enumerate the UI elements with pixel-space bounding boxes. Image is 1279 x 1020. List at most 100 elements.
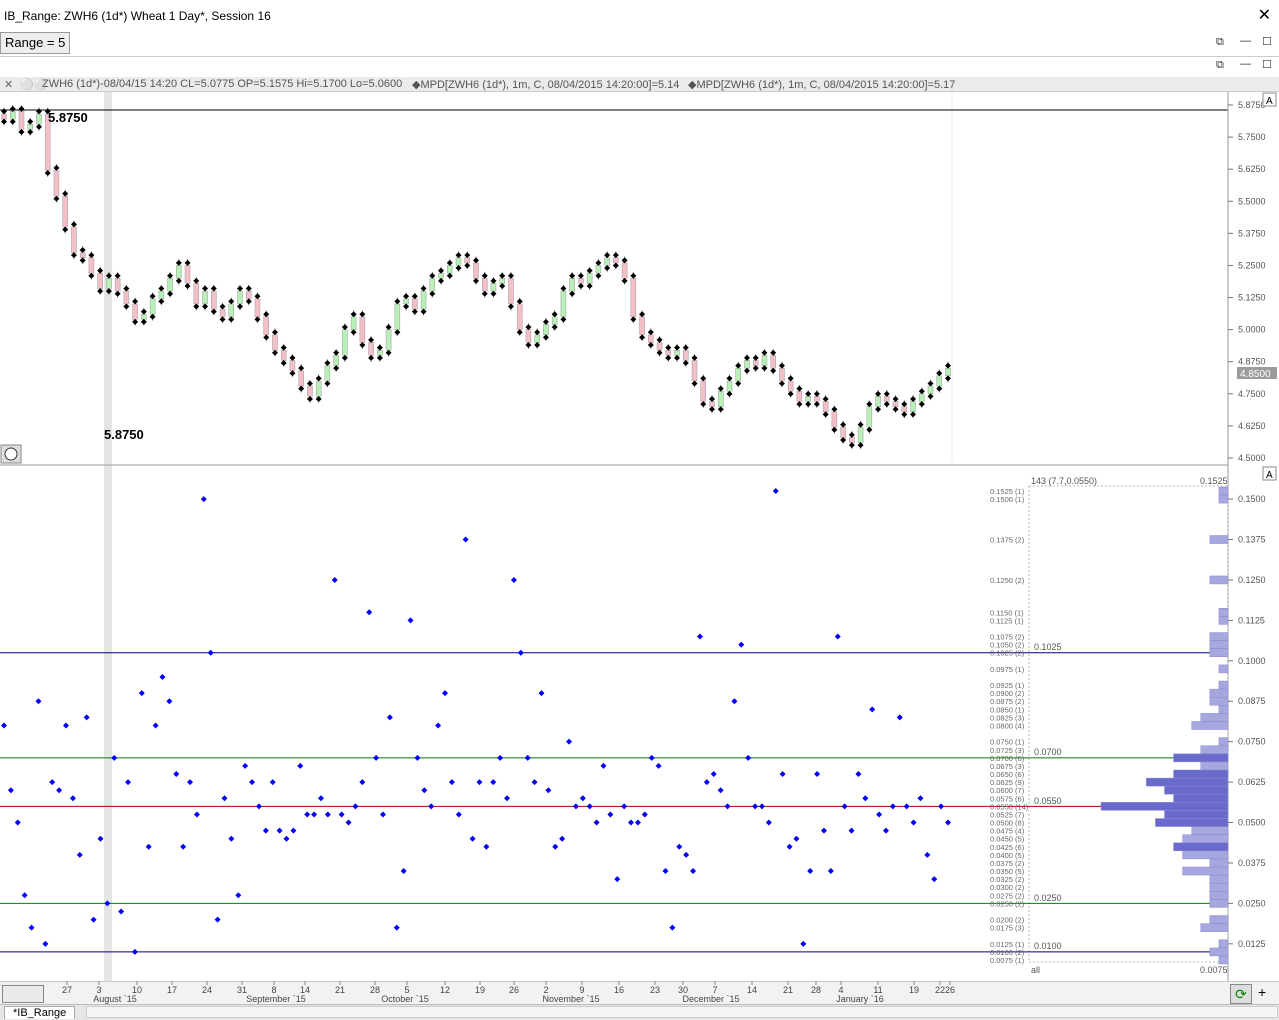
candle-body <box>665 349 672 356</box>
price-panel-button[interactable]: A <box>1266 96 1273 107</box>
histogram-label: 0.0125 (1) <box>990 940 1025 949</box>
range-point <box>710 771 717 778</box>
range-panel-button[interactable]: A <box>1266 470 1273 481</box>
range-point <box>180 843 187 850</box>
date-tick-label: 19 <box>909 985 919 995</box>
close-icon[interactable]: ✕ <box>1257 7 1271 24</box>
inner-maximize-icon[interactable]: ☐ <box>1262 59 1272 71</box>
mpd-marker <box>88 252 95 259</box>
mpd-marker <box>499 282 506 289</box>
histogram-bar <box>1200 923 1229 932</box>
candle-body <box>691 360 698 382</box>
maximize-icon[interactable]: ☐ <box>1262 36 1272 48</box>
histogram-bar <box>1209 899 1229 908</box>
candle-body <box>447 265 453 274</box>
mpd-marker <box>560 316 567 323</box>
mpd-marker <box>848 442 855 449</box>
mpd-marker <box>813 390 820 397</box>
minimize-icon[interactable]: — <box>1240 35 1251 47</box>
range-point <box>696 633 703 640</box>
range-point <box>945 819 951 826</box>
mpd-marker <box>53 164 60 171</box>
mpd-marker <box>298 365 305 372</box>
candle-body <box>88 257 95 274</box>
candle-body <box>298 370 304 387</box>
range-point <box>407 617 414 624</box>
candle-body <box>53 170 60 197</box>
range-tick-label: 0.0375 <box>1238 858 1266 868</box>
mpd-marker <box>735 380 742 387</box>
range-chart[interactable]: 0.1525 (1)0.1500 (1) 0.1375 (2) 0.1250 (2)… <box>0 466 1279 981</box>
histogram-bar <box>1182 850 1229 860</box>
range-tick-label: 0.0125 <box>1238 939 1266 949</box>
mpd-marker <box>368 336 375 343</box>
range-point <box>28 924 35 931</box>
candle-body <box>385 329 392 351</box>
histogram-label: 0.0725 (3) <box>990 746 1025 755</box>
tab-ib-range[interactable]: *IB_Range <box>4 1006 76 1019</box>
range-point <box>331 576 338 583</box>
mpd-marker <box>403 293 410 300</box>
histogram-bar <box>1182 834 1229 843</box>
settings-gear-icon[interactable] <box>4 447 18 461</box>
date-scroll-handle[interactable] <box>2 985 44 1003</box>
mpd-marker <box>350 329 357 336</box>
mpd-marker <box>79 257 86 264</box>
candle-body <box>79 252 86 259</box>
mpd-marker <box>149 293 156 300</box>
inner-restore-icon[interactable]: ⧉ <box>1216 59 1224 71</box>
date-tick-label: 16 <box>614 985 624 995</box>
mpd-marker <box>446 259 453 266</box>
mpd-marker <box>630 272 637 279</box>
line-label-0550: 0.0550 <box>1034 796 1062 806</box>
horizontal-scrollbar[interactable] <box>86 1006 1278 1018</box>
histogram-label: 0.1250 (2) <box>990 576 1025 585</box>
range-point <box>42 940 49 947</box>
range-point <box>249 779 256 786</box>
add-icon[interactable]: + <box>1258 984 1267 1000</box>
price-chart[interactable]: 5.8750 5.7500 5.6250 5.5000 5.3750 5.2500 5.12… <box>0 92 1279 466</box>
date-tick-label: 14 <box>747 985 757 995</box>
candle-body <box>787 380 794 392</box>
histogram-label: 0.0525 (7) <box>990 810 1025 819</box>
mpd-marker <box>403 303 410 310</box>
mpd-marker <box>577 272 584 279</box>
mpd-marker <box>315 395 322 402</box>
candle-body <box>114 278 121 292</box>
price-tick-label: 5.8750 <box>1238 100 1266 110</box>
range-point <box>125 779 132 786</box>
candle-body <box>62 195 68 228</box>
range-point <box>524 754 531 761</box>
range-point <box>373 754 380 761</box>
histogram-label: 0.0975 (1) <box>990 665 1025 674</box>
mpd-marker <box>507 272 514 279</box>
range-point <box>14 819 21 826</box>
mpd-marker <box>359 311 366 318</box>
restore-icon[interactable]: ⧉ <box>1216 36 1224 48</box>
mpd-marker <box>778 362 785 369</box>
mpd-marker <box>586 267 593 274</box>
range-button[interactable]: Range = 5 <box>0 32 71 54</box>
header-close-icon[interactable]: ✕ <box>4 79 14 91</box>
candle-body <box>377 349 383 356</box>
mpd-marker <box>167 272 174 279</box>
range-point <box>752 803 759 810</box>
mpd-marker <box>254 316 261 323</box>
range-point <box>193 811 200 818</box>
refresh-icon[interactable]: ⟳ <box>1230 984 1252 1004</box>
histogram-label: 0.0600 (7) <box>990 786 1025 795</box>
candle-body <box>656 342 663 351</box>
range-point <box>345 819 352 826</box>
range-point <box>311 811 318 818</box>
inner-minimize-icon[interactable]: — <box>1240 58 1251 70</box>
histogram-label: 0.1075 (2) <box>990 633 1025 642</box>
candle-body <box>735 367 741 382</box>
mpd-marker <box>44 108 51 115</box>
mpd-marker <box>280 360 287 367</box>
range-point <box>221 795 228 802</box>
range-point <box>669 924 676 931</box>
mpd-marker <box>586 282 593 289</box>
mpd-marker <box>770 367 777 374</box>
histogram-bar <box>1218 616 1229 625</box>
date-tick-label: 7 <box>712 985 717 995</box>
